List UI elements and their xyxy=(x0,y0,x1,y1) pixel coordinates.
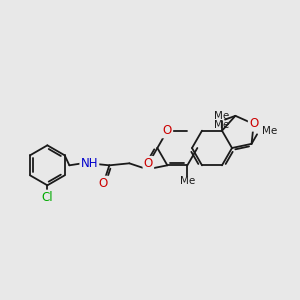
Text: Me: Me xyxy=(262,126,277,136)
Text: O: O xyxy=(144,157,153,170)
Text: Me: Me xyxy=(214,120,230,130)
Text: Me: Me xyxy=(214,111,230,121)
Text: NH: NH xyxy=(81,157,98,170)
Text: Me: Me xyxy=(180,176,195,186)
Text: O: O xyxy=(163,124,172,137)
Text: O: O xyxy=(249,118,258,130)
Text: O: O xyxy=(99,177,108,190)
Text: Cl: Cl xyxy=(41,191,53,204)
